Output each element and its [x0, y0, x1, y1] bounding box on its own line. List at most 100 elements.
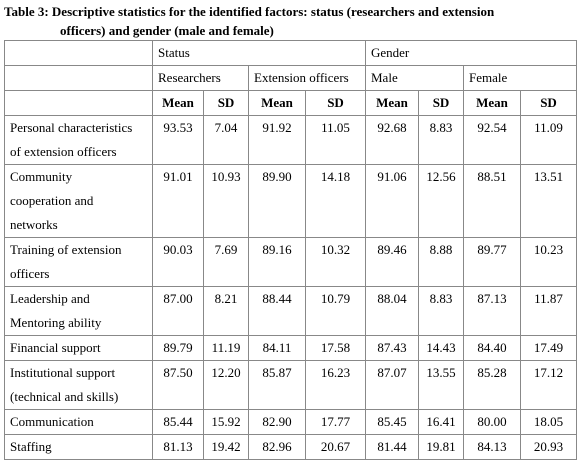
table-title: Table 3: Descriptive statistics for the … [4, 2, 576, 40]
value-cell: 19.42 [203, 434, 249, 460]
value-cell: 17.49 [520, 335, 577, 361]
label-line: networks [10, 217, 58, 232]
value-cell: 84.13 [463, 434, 521, 460]
value-cell: 89.46 [365, 237, 419, 287]
stat-header: SD [203, 90, 249, 116]
value-cell: 91.06 [365, 164, 419, 238]
value-cell: 81.44 [365, 434, 419, 460]
value-cell: 10.93 [203, 164, 249, 238]
value-cell: 13.55 [418, 360, 464, 410]
label-line: Community [10, 169, 73, 184]
value-cell: 89.16 [248, 237, 306, 287]
row-label: Personal characteristics of extension off… [4, 115, 153, 165]
stat-header: SD [305, 90, 366, 116]
label-line: Personal characteristics [10, 120, 133, 135]
stat-header: Mean [463, 90, 521, 116]
value-cell: 87.00 [152, 286, 204, 336]
label-line: cooperation and [10, 193, 94, 208]
data-row: Leadership and Mentoring ability 87.00 8.21… [4, 286, 577, 336]
value-cell: 17.58 [305, 335, 366, 361]
label-line: (technical and skills) [10, 389, 119, 404]
row-label: Financial support [4, 335, 153, 361]
value-cell: 89.77 [463, 237, 521, 287]
subgroup-header: Researchers [152, 65, 249, 91]
value-cell: 12.56 [418, 164, 464, 238]
value-cell: 87.50 [152, 360, 204, 410]
value-cell: 85.87 [248, 360, 306, 410]
value-cell: 13.51 [520, 164, 577, 238]
label-line: Institutional support [10, 365, 116, 380]
value-cell: 20.67 [305, 434, 366, 460]
label-line: officers [10, 266, 50, 281]
label-line: Staffing [10, 439, 52, 454]
value-cell: 14.18 [305, 164, 366, 238]
value-cell: 17.12 [520, 360, 577, 410]
value-cell: 88.44 [248, 286, 306, 336]
data-row: Staffing 81.13 19.42 82.96 20.67 81.44 19.81 84… [4, 434, 577, 460]
empty-cell [4, 40, 153, 66]
value-cell: 14.43 [418, 335, 464, 361]
label-line: Financial support [10, 340, 101, 355]
value-cell: 82.90 [248, 409, 306, 435]
value-cell: 15.92 [203, 409, 249, 435]
value-cell: 8.83 [418, 286, 464, 336]
label-line: Leadership and [10, 291, 90, 306]
stat-header: SD [418, 90, 464, 116]
value-cell: 88.04 [365, 286, 419, 336]
value-cell: 20.93 [520, 434, 577, 460]
value-cell: 85.44 [152, 409, 204, 435]
row-label: Institutional support (technical and skil… [4, 360, 153, 410]
value-cell: 88.51 [463, 164, 521, 238]
value-cell: 87.13 [463, 286, 521, 336]
value-cell: 11.87 [520, 286, 577, 336]
stat-header: SD [520, 90, 577, 116]
row-label: Training of extension officers [4, 237, 153, 287]
value-cell: 92.68 [365, 115, 419, 165]
value-cell: 91.01 [152, 164, 204, 238]
subgroup-header: Female [463, 65, 577, 91]
value-cell: 10.79 [305, 286, 366, 336]
value-cell: 8.88 [418, 237, 464, 287]
stat-header: Mean [365, 90, 419, 116]
value-cell: 17.77 [305, 409, 366, 435]
row-label: Staffing [4, 434, 153, 460]
data-row: Personal characteristics of extension off… [4, 115, 577, 165]
group-header: Status [152, 40, 366, 66]
label-line: Mentoring ability [10, 315, 102, 330]
value-cell: 12.20 [203, 360, 249, 410]
data-row: Community cooperation and networks 91.01 10.… [4, 164, 577, 238]
value-cell: 84.40 [463, 335, 521, 361]
subgroup-header: Extension officers [248, 65, 366, 91]
empty-cell [4, 90, 153, 116]
value-cell: 90.03 [152, 237, 204, 287]
value-cell: 81.13 [152, 434, 204, 460]
header-row: Mean SD Mean SD Mean SD Mean SD [4, 90, 577, 116]
value-cell: 84.11 [248, 335, 306, 361]
value-cell: 7.04 [203, 115, 249, 165]
stat-header: Mean [248, 90, 306, 116]
subgroup-header: Male [365, 65, 464, 91]
data-row: Communication 85.44 15.92 82.90 17.77 85.45 16… [4, 409, 577, 435]
value-cell: 7.69 [203, 237, 249, 287]
value-cell: 16.23 [305, 360, 366, 410]
value-cell: 18.05 [520, 409, 577, 435]
value-cell: 89.90 [248, 164, 306, 238]
label-line: of extension officers [10, 144, 117, 159]
header-row: Status Gender [4, 40, 577, 66]
value-cell: 89.79 [152, 335, 204, 361]
header-row: Researchers Extension officers Male Female [4, 65, 577, 91]
stats-table: Status Gender Researchers Extension officer… [4, 40, 577, 460]
value-cell: 16.41 [418, 409, 464, 435]
label-line: Training of extension [10, 242, 122, 257]
row-label: Communication [4, 409, 153, 435]
label-line: Communication [10, 414, 94, 429]
row-label: Community cooperation and networks [4, 164, 153, 238]
value-cell: 11.09 [520, 115, 577, 165]
empty-cell [4, 65, 153, 91]
data-row: Training of extension officers 90.03 7.69 89… [4, 237, 577, 287]
title-line: officers) and gender (male and female) [60, 23, 274, 38]
value-cell: 8.21 [203, 286, 249, 336]
value-cell: 80.00 [463, 409, 521, 435]
stat-header: Mean [152, 90, 204, 116]
